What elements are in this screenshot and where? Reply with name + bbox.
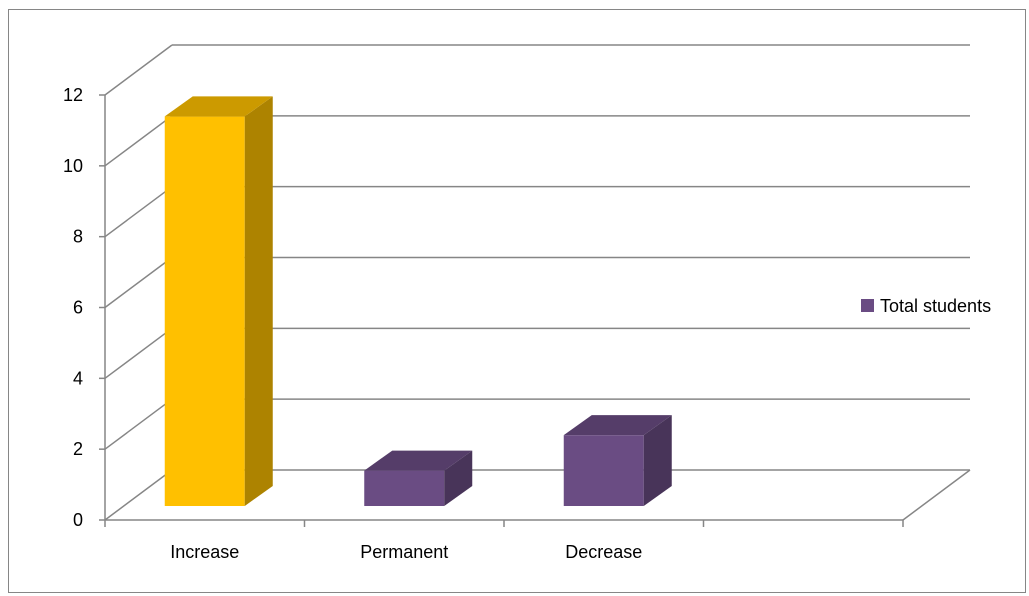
bar-increase xyxy=(164,96,273,507)
bar-decrease xyxy=(563,415,672,506)
y-tick-label: 12 xyxy=(63,85,83,105)
bars xyxy=(164,96,672,507)
gridline-side xyxy=(104,256,173,309)
legend-label: Total students xyxy=(880,296,991,316)
y-tick-labels: 0 2 4 6 8 10 12 xyxy=(63,85,83,530)
x-tick-label: Permanent xyxy=(360,542,448,562)
bar-front xyxy=(563,435,644,506)
y-tick-label: 6 xyxy=(73,298,83,318)
legend-swatch xyxy=(861,299,874,312)
gridline-side xyxy=(104,186,173,238)
bar-side xyxy=(244,96,273,507)
y-tick-label: 8 xyxy=(73,227,83,247)
x-tick-labels: Increase Permanent Decrease xyxy=(170,542,642,562)
legend: Total students xyxy=(861,296,991,316)
bar-side xyxy=(444,450,473,506)
bar-top xyxy=(364,450,473,471)
gridline-side xyxy=(104,469,173,521)
gridline-side xyxy=(104,398,173,450)
y-tick-label: 2 xyxy=(73,439,83,459)
bar-permanent xyxy=(364,450,473,506)
gridlines xyxy=(104,44,970,521)
bar-top xyxy=(164,96,273,117)
gridline-side xyxy=(104,327,173,379)
y-tick-label: 4 xyxy=(73,368,83,388)
bar-side xyxy=(643,415,672,506)
bar-front xyxy=(364,470,445,506)
floor-right-edge xyxy=(902,469,971,521)
y-tick-label: 10 xyxy=(63,156,83,176)
gridline-side xyxy=(104,44,173,96)
bar-front xyxy=(164,116,245,507)
x-tick-label: Decrease xyxy=(565,542,642,562)
x-tick-label: Increase xyxy=(170,542,239,562)
bar-top xyxy=(563,415,672,436)
gridline-side xyxy=(104,115,173,167)
y-tick-label: 0 xyxy=(73,510,83,530)
